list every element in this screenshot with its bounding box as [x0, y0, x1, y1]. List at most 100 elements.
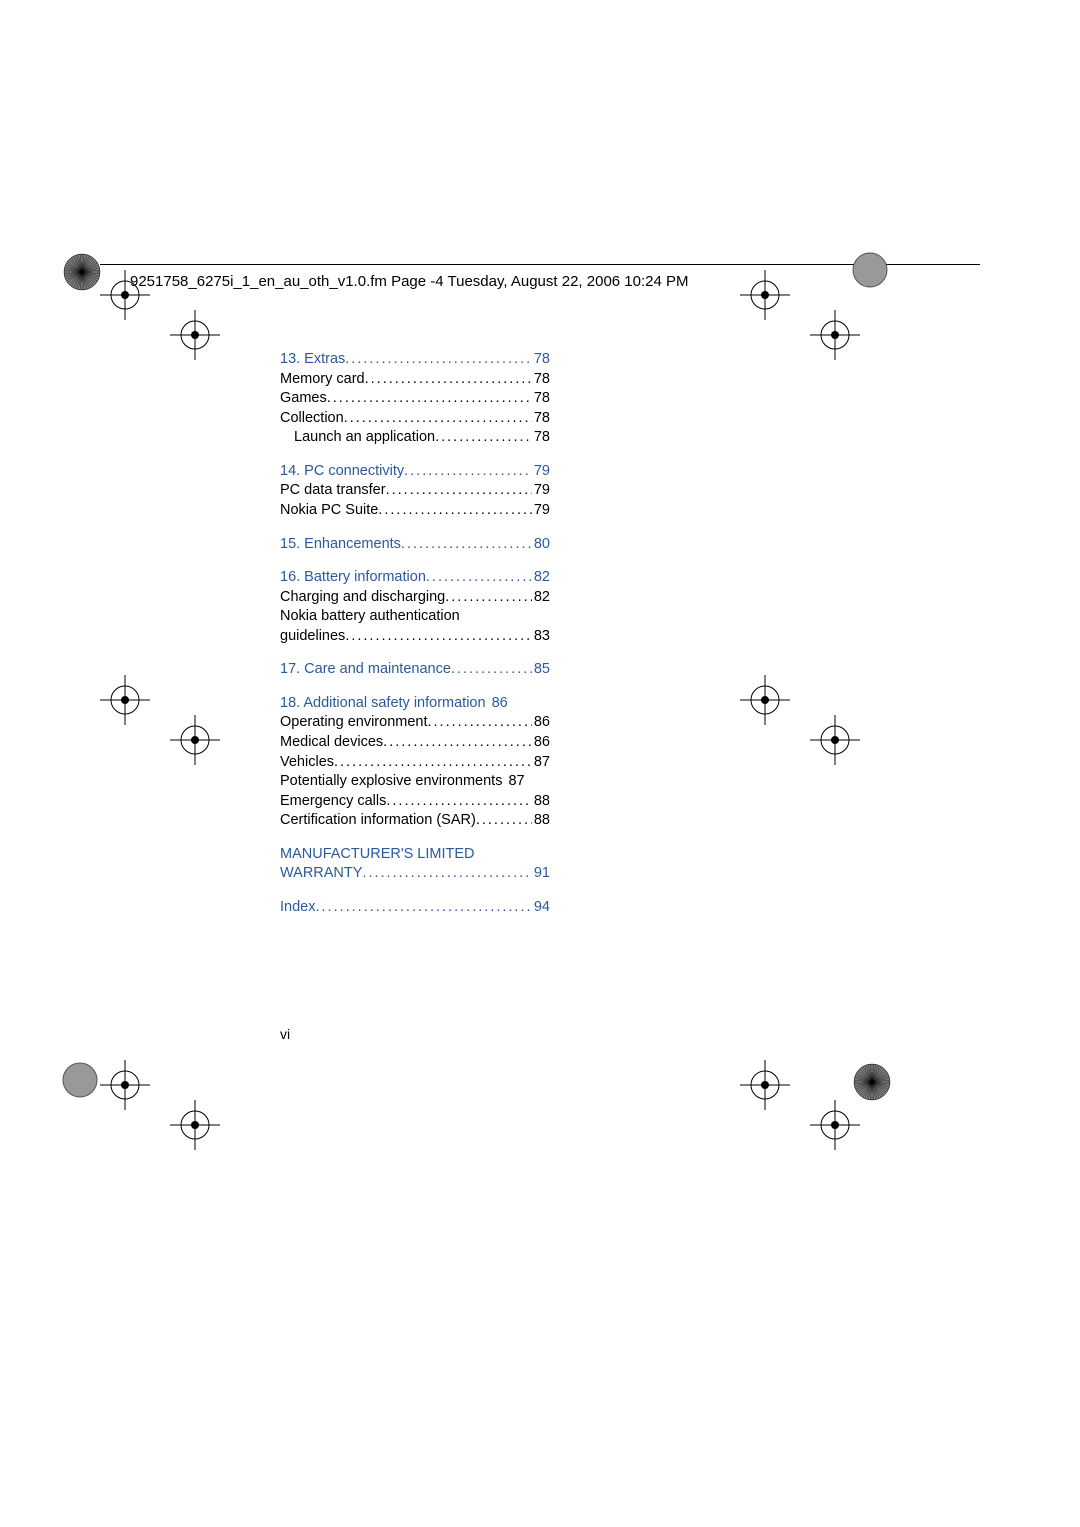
toc-row: PC data transfer 79: [280, 481, 550, 501]
toc-page: 82: [532, 588, 550, 608]
toc-label: 14. PC connectivity: [280, 462, 404, 482]
toc-row: Launch an application 78: [280, 428, 550, 448]
dot-leader: [327, 389, 532, 409]
toc-label: Launch an application: [294, 428, 435, 448]
toc-text: Nokia battery authentication: [280, 607, 550, 627]
toc-page: 88: [532, 792, 550, 812]
crop-mark-circle: [60, 1060, 100, 1100]
toc-gap: [280, 521, 550, 535]
toc-page: 86: [532, 733, 550, 753]
toc-gap: [280, 680, 550, 694]
toc-row: Vehicles 87: [280, 753, 550, 773]
toc-page: 79: [532, 462, 550, 482]
toc-page: 79: [532, 501, 550, 521]
toc-row: 14. PC connectivity 79: [280, 462, 550, 482]
table-of-contents: 13. Extras78Memory card78Games78Collecti…: [280, 350, 550, 918]
toc-page: 78: [532, 389, 550, 409]
crop-mark-sun: [850, 1060, 894, 1104]
toc-label: 16. Battery information: [280, 568, 426, 588]
dot-leader: [428, 713, 532, 733]
crop-mark-cross: [170, 715, 220, 765]
crop-mark-cross: [810, 715, 860, 765]
toc-label: Nokia PC Suite: [280, 501, 378, 521]
toc-label: WARRANTY: [280, 864, 362, 884]
crop-mark-cross: [810, 1100, 860, 1150]
crop-mark-cross: [740, 1060, 790, 1110]
toc-row: 18. Additional safety information 86: [280, 694, 550, 714]
toc-label: 18. Additional safety information: [280, 694, 486, 714]
toc-page: 86: [486, 694, 508, 714]
toc-row: 16. Battery information 82: [280, 568, 550, 588]
toc-label: Vehicles: [280, 753, 334, 773]
toc-label: Certification information (SAR): [280, 811, 476, 831]
dot-leader: [383, 733, 532, 753]
toc-label: PC data transfer: [280, 481, 386, 501]
toc-gap: [280, 646, 550, 660]
dot-leader: [365, 370, 532, 390]
crop-mark-circle: [850, 250, 890, 290]
dot-leader: [386, 481, 532, 501]
toc-row: Operating environment86: [280, 713, 550, 733]
toc-row: Collection 78: [280, 409, 550, 429]
dot-leader: [362, 864, 531, 884]
toc-row: 17. Care and maintenance 85: [280, 660, 550, 680]
dot-leader: [386, 792, 531, 812]
dot-leader: [476, 811, 532, 831]
toc-page: 87: [532, 753, 550, 773]
page-number: vi: [280, 1026, 290, 1042]
toc-label: guidelines: [280, 627, 345, 647]
toc-page: 78: [532, 428, 550, 448]
toc-row: Certification information (SAR) 88: [280, 811, 550, 831]
toc-page: 85: [532, 660, 550, 680]
toc-label: Collection: [280, 409, 344, 429]
toc-label: 13. Extras: [280, 350, 345, 370]
toc-label: Emergency calls: [280, 792, 386, 812]
toc-page: 79: [532, 481, 550, 501]
crop-mark-cross: [740, 270, 790, 320]
toc-page: 78: [532, 409, 550, 429]
dot-leader: [404, 462, 532, 482]
dot-leader: [401, 535, 532, 555]
toc-row: Medical devices 86: [280, 733, 550, 753]
crop-mark-cross: [170, 1100, 220, 1150]
dot-leader: [334, 753, 532, 773]
toc-row: 15. Enhancements 80: [280, 535, 550, 555]
toc-row: 13. Extras 78: [280, 350, 550, 370]
header-rule: [100, 264, 980, 265]
toc-row: Games 78: [280, 389, 550, 409]
toc-gap: [280, 448, 550, 462]
crop-mark-cross: [810, 310, 860, 360]
toc-label: 15. Enhancements: [280, 535, 401, 555]
toc-label: Memory card: [280, 370, 365, 390]
dot-leader: [345, 350, 532, 370]
dot-leader: [345, 627, 532, 647]
toc-label: Potentially explosive environments: [280, 772, 502, 792]
crop-mark-cross: [740, 675, 790, 725]
toc-row: Index 94: [280, 898, 550, 918]
toc-page: 86: [532, 713, 550, 733]
header-text: 9251758_6275i_1_en_au_oth_v1.0.fm Page -…: [130, 273, 689, 290]
dot-leader: [344, 409, 532, 429]
toc-row: Potentially explosive environments 87: [280, 772, 550, 792]
toc-row: guidelines 83: [280, 627, 550, 647]
toc-label: Games: [280, 389, 327, 409]
toc-label: 17. Care and maintenance: [280, 660, 451, 680]
toc-gap: [280, 884, 550, 898]
dot-leader: [445, 588, 532, 608]
toc-row: Nokia PC Suite 79: [280, 501, 550, 521]
dot-leader: [378, 501, 532, 521]
toc-row: Charging and discharging82: [280, 588, 550, 608]
toc-page: 80: [532, 535, 550, 555]
toc-page: 78: [532, 350, 550, 370]
toc-text: MANUFACTURER'S LIMITED: [280, 845, 550, 865]
toc-row: Memory card78: [280, 370, 550, 390]
toc-page: 91: [532, 864, 550, 884]
toc-page: 83: [532, 627, 550, 647]
toc-gap: [280, 554, 550, 568]
toc-label: Medical devices: [280, 733, 383, 753]
crop-mark-cross: [100, 675, 150, 725]
toc-gap: [280, 831, 550, 845]
dot-leader: [435, 428, 532, 448]
toc-page: 88: [532, 811, 550, 831]
toc-label: Index: [280, 898, 315, 918]
